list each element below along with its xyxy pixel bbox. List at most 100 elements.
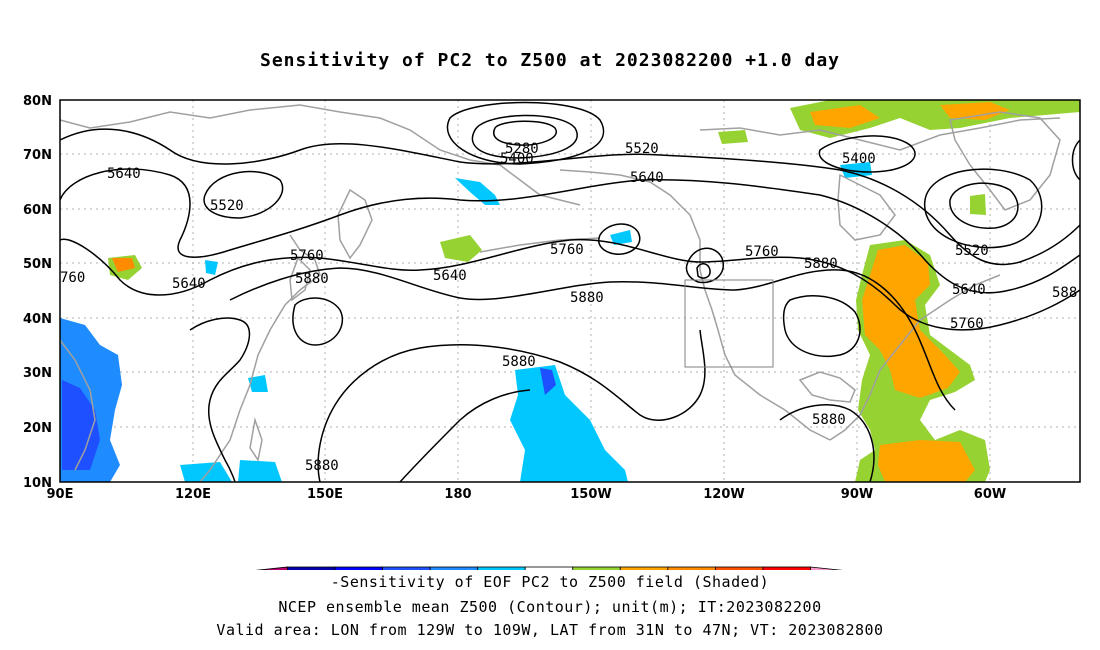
contour-5880-high: [782, 295, 861, 357]
pos-region-arctic-strong: [810, 102, 1010, 128]
contour-label: 5520: [625, 141, 659, 157]
colorbar-swatch: [810, 566, 843, 570]
contour-label: 5640: [172, 276, 206, 292]
neg-region-siberia: [455, 178, 500, 205]
contour-5640-east: [1071, 139, 1081, 181]
lon-label: 60W: [974, 487, 1006, 502]
contour-label: 5880: [305, 458, 339, 474]
pos-region-canada-small: [718, 130, 748, 144]
chart-title: Sensitivity of PC2 to Z500 at 2023082200…: [259, 50, 840, 71]
contour-5880-west-coast-small: [696, 263, 711, 279]
lat-label: 80N: [23, 94, 52, 109]
neg-region-alaska-gulf: [610, 230, 632, 245]
contour-label: 5640: [952, 282, 986, 298]
colorbar-swatch: [429, 566, 479, 570]
neg-region-tropics-2: [238, 460, 282, 482]
contour-label: 760: [60, 270, 85, 286]
neg-region-pacific-south-1: [510, 365, 628, 482]
colorbar-swatch: [714, 566, 764, 570]
lon-axis-labels: 90E 120E 150E 180 150W 120W 90W 60W: [47, 487, 1007, 502]
lat-axis-labels: 80N 70N 60N 50N 40N 30N 20N 10N: [23, 94, 52, 491]
contour-5640-greenland-low: [924, 168, 1043, 249]
contour-label: 5880: [570, 290, 604, 306]
contour-5760: [59, 238, 1081, 331]
contour-5520-closed: [446, 101, 605, 165]
lat-label: 20N: [23, 421, 52, 436]
coast-north-america-west: [699, 269, 831, 441]
contour-5880-asia: [189, 317, 251, 483]
contour-label: 588: [1052, 285, 1077, 301]
lon-label: 120E: [175, 487, 211, 502]
contour-5280-closed: [493, 120, 558, 146]
shaded-field-positive: [108, 100, 1080, 482]
lon-label: 90E: [47, 487, 74, 502]
contour-5760-small-low: [598, 223, 641, 255]
contour-5520-long: [59, 128, 1081, 266]
coast-greenland: [949, 111, 1061, 211]
colorbar-swatch: [334, 566, 384, 570]
lat-label: 30N: [23, 366, 52, 381]
contour-label: 5880: [812, 412, 846, 428]
coast-canada-arctic: [699, 117, 1061, 151]
coast-india: [59, 339, 96, 471]
contour-label: 5760: [745, 244, 779, 260]
contour-label: 5400: [500, 151, 534, 167]
contour-5880-subtropic: [399, 389, 531, 483]
contour-label: 5640: [433, 268, 467, 284]
pos-region-caribbean-strong: [878, 440, 975, 482]
contour-5520-greenland-low: [949, 182, 1019, 229]
contour-5880-south-us: [779, 404, 875, 483]
colorbar-swatch: [477, 566, 526, 570]
contour-label: 5760: [290, 248, 324, 264]
plot-area: 5280 5400 5520 5400 5640 5520 5640 5760 …: [59, 99, 1081, 483]
lon-label: 120W: [703, 487, 744, 502]
lat-label: 70N: [23, 148, 52, 163]
contour-5520-asia-low: [203, 170, 284, 219]
colorbar-swatch: [619, 566, 669, 570]
plot-frame: [59, 99, 1081, 483]
contour-label: 5280: [505, 141, 539, 157]
colorbar-swatch: [287, 566, 336, 570]
contour-5880-north: [229, 267, 956, 411]
colorbar: -0.9-0.8-0.7-0.6-0.5-0.4-0.30.30.40.50.6…: [255, 566, 843, 570]
lon-label: 180: [444, 487, 471, 502]
contour-label: 5520: [210, 198, 244, 214]
colorbar-swatch: [524, 566, 574, 570]
contour-5760-west-coast-low: [685, 247, 725, 284]
caption-contour: NCEP ensemble mean Z500 (Contour); unit(…: [278, 598, 822, 616]
colorbar-swatch: [382, 566, 431, 570]
coast-alaska: [559, 169, 701, 270]
sensitivity-map: 5280 5400 5520 5400 5640 5520 5640 5760 …: [23, 94, 1081, 570]
coast-eurasia-north: [59, 104, 581, 206]
contour-5400-closed: [471, 114, 578, 159]
contour-label: 5880: [295, 271, 329, 287]
contour-label: 5640: [107, 166, 141, 182]
contour-label: 5760: [550, 242, 584, 258]
pos-region-greenland: [970, 194, 986, 215]
colorbar-swatch: [255, 566, 288, 570]
coast-east-asia: [199, 234, 321, 483]
contour-label: 5880: [502, 354, 536, 370]
contour-5400-canada: [818, 135, 916, 173]
neg-region-west-pacific-inner: [62, 380, 100, 470]
coast-north-america-east: [829, 274, 1001, 441]
lat-label: 60N: [23, 203, 52, 218]
lon-label: 150E: [307, 487, 343, 502]
coast-hudson-bay: [837, 173, 896, 241]
caption-valid-area: Valid area: LON from 129W to 109W, LAT f…: [216, 621, 884, 639]
lat-label: 50N: [23, 257, 52, 272]
coast-gulf-mexico: [798, 371, 856, 403]
coast-kamchatka: [337, 188, 373, 260]
contour-5640: [59, 168, 1081, 294]
pos-region-asia-west-strong: [112, 258, 135, 272]
pos-region-bering: [440, 235, 482, 262]
colorbar-swatch: [762, 566, 811, 570]
colorbar-swatch: [667, 566, 716, 570]
caption-shaded: -Sensitivity of EOF PC2 to Z500 field (S…: [330, 573, 770, 591]
lon-label: 90W: [841, 487, 873, 502]
contour-label: 5400: [842, 151, 876, 167]
contour-labels: 5280 5400 5520 5400 5640 5520 5640 5760 …: [60, 141, 1077, 474]
contour-5880-pacific-south: [317, 329, 706, 483]
lat-label: 10N: [23, 476, 52, 491]
lon-label: 150W: [570, 487, 611, 502]
